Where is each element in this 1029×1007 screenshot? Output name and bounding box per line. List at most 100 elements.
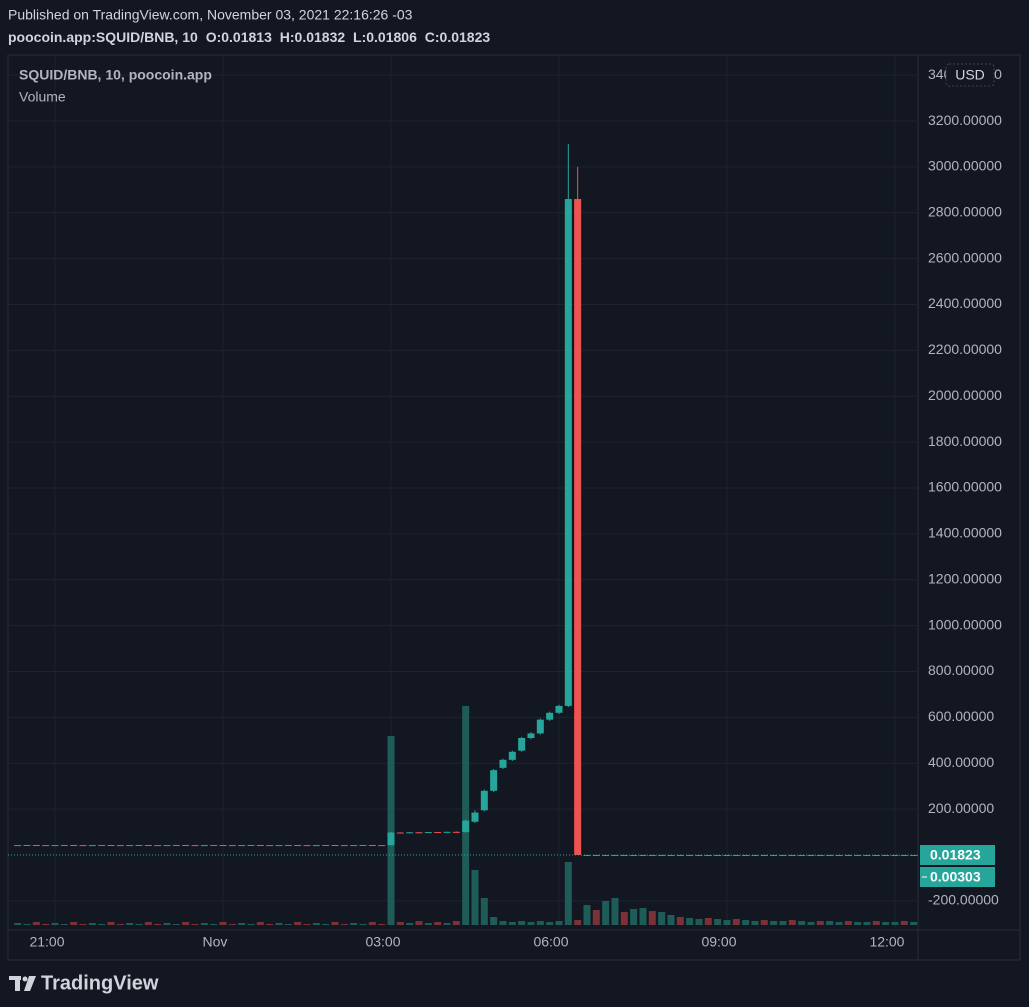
volume-bar	[779, 921, 787, 925]
candle-body	[620, 854, 628, 856]
candle-body	[499, 759, 507, 768]
volume-bar	[770, 921, 778, 925]
candle-body	[900, 854, 908, 856]
volume-bar	[816, 921, 824, 925]
candle-body	[359, 845, 367, 846]
volume-bar	[247, 924, 255, 925]
logo-mark	[22, 976, 28, 982]
candle-body	[32, 845, 40, 846]
ohlc-label: L:	[353, 29, 366, 45]
volume-bar	[695, 919, 703, 925]
candle-body	[191, 845, 199, 847]
volume-bar	[14, 923, 22, 925]
volume-bar	[424, 923, 432, 925]
volume-bar	[275, 923, 283, 925]
volume-bar	[882, 922, 890, 925]
candle-body	[891, 854, 899, 856]
y-tick-label: 3000.00000	[928, 158, 1002, 174]
volume-bar	[228, 924, 236, 925]
candle-body	[14, 845, 22, 847]
volume-bar	[303, 924, 311, 925]
candle-body	[854, 854, 862, 856]
symbol: poocoin.app:SQUID/BNB, 10	[8, 29, 198, 45]
candle-body	[340, 845, 348, 847]
volume-legend: Volume	[19, 89, 66, 105]
candle-body	[228, 845, 236, 847]
candle-body	[471, 812, 479, 822]
volume-bar	[527, 922, 535, 925]
volume-bar	[639, 908, 647, 925]
candle-body	[490, 770, 498, 791]
volume-bar	[480, 898, 488, 925]
volume-bar	[126, 923, 134, 925]
y-tick-label: 600.00000	[928, 708, 994, 724]
volume-bar	[536, 921, 544, 925]
candle-body	[518, 738, 526, 751]
y-tick-label: 2400.00000	[928, 295, 1002, 311]
candle-body	[396, 832, 404, 834]
volume-bar	[564, 862, 572, 925]
volume-bar	[406, 923, 414, 925]
candle-body	[350, 845, 358, 847]
volume-bar	[471, 870, 479, 925]
candle-body	[704, 854, 712, 856]
volume-bar	[182, 922, 190, 925]
volume-bar	[266, 924, 274, 925]
y-tick-label: 2200.00000	[928, 341, 1002, 357]
volume-bar	[98, 924, 106, 925]
candle-body	[135, 845, 143, 846]
volume-bar	[891, 922, 899, 925]
candle-body	[527, 733, 535, 739]
candle-body	[247, 845, 255, 846]
volume-bar	[835, 922, 843, 925]
volume-bar	[863, 922, 871, 925]
candle-body	[415, 832, 423, 834]
candle-body	[88, 845, 96, 847]
candle-body	[882, 854, 890, 856]
volume-bar	[219, 922, 227, 925]
x-tick-label: 09:00	[701, 934, 736, 950]
candle-body	[508, 751, 516, 760]
ohlc-value: 0.01823	[440, 29, 491, 45]
volume-bar	[788, 920, 796, 925]
candle-body	[536, 719, 544, 734]
y-tick-label: 3200.00000	[928, 112, 1002, 128]
volume-bar	[574, 920, 582, 925]
candle-body	[70, 845, 78, 846]
y-tick-label: 200.00000	[928, 800, 994, 816]
candle-body	[742, 854, 750, 856]
volume-bar	[32, 922, 40, 925]
volume-bar	[508, 922, 516, 925]
currency-badge	[945, 63, 995, 87]
volume-badge	[920, 866, 995, 887]
volume-bar	[191, 924, 199, 925]
candle-body	[294, 845, 302, 846]
candle-body	[816, 854, 824, 856]
volume-bar	[60, 924, 68, 925]
volume-bar	[163, 923, 171, 925]
volume-bar	[620, 912, 628, 925]
published-line: Published on TradingView.com, November 0…	[8, 7, 413, 23]
volume-bar	[350, 923, 358, 925]
volume-bar	[154, 924, 162, 925]
candle-body	[424, 832, 432, 834]
volume-bar	[910, 921, 918, 925]
volume-bar	[312, 923, 320, 925]
volume-bar	[676, 917, 684, 925]
ohlc-value: 0.01806	[366, 29, 417, 45]
volume-bar	[602, 901, 610, 925]
volume-bar	[200, 923, 208, 925]
candle-body	[163, 845, 171, 847]
volume-bar	[844, 921, 852, 925]
y-tick-label: 1800.00000	[928, 433, 1002, 449]
candle-body	[256, 845, 264, 846]
x-tick-label: 03:00	[365, 934, 400, 950]
candle-body	[79, 845, 87, 847]
candle-body	[42, 845, 50, 847]
candle-body	[322, 845, 330, 846]
candle-body	[210, 845, 218, 846]
candle-body	[910, 854, 918, 856]
volume-bar	[415, 921, 423, 925]
candle-body	[807, 854, 815, 856]
